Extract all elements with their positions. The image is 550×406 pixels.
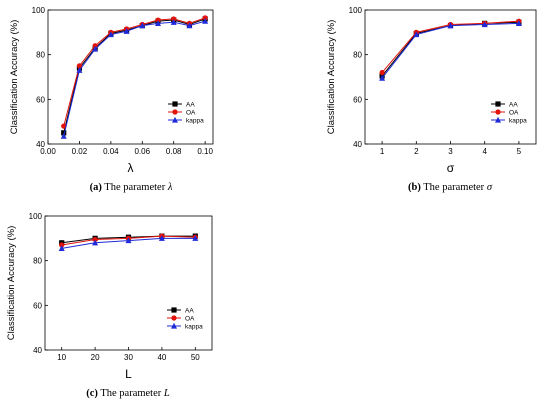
y-tick-label: 80: [353, 51, 362, 60]
panel-caption: (a) The parameter λ: [90, 182, 173, 193]
caption-label: (b): [408, 182, 421, 193]
x-tick-label: 3: [448, 147, 453, 156]
x-axis-label: σ: [447, 161, 455, 175]
x-tick-label: 2: [414, 147, 419, 156]
x-tick-label: 1: [380, 147, 385, 156]
legend-entry-oa: OA: [185, 315, 195, 322]
x-tick-label: 0.10: [197, 147, 213, 156]
legend-entry-kappa: kappa: [509, 117, 527, 124]
legend-entry-kappa: kappa: [185, 323, 203, 330]
legend-entry-oa: OA: [186, 109, 196, 116]
x-tick-label: 40: [157, 353, 166, 362]
panel-caption: (b) The parameter σ: [408, 182, 493, 193]
caption-symbol: λ: [167, 182, 173, 193]
x-tick-label: 50: [191, 353, 200, 362]
caption-label: (a): [90, 182, 103, 193]
series-line-aa: [64, 19, 205, 133]
x-axis-label: λ: [128, 161, 134, 175]
y-tick-label: 40: [33, 346, 42, 355]
x-tick-label: 0.04: [103, 147, 119, 156]
caption-label: (c): [86, 388, 98, 399]
caption-symbol: L: [163, 388, 170, 399]
x-axis-label: L: [125, 367, 132, 381]
series-line-oa: [382, 21, 519, 72]
legend-marker: [172, 101, 177, 106]
legend-entry-oa: OA: [509, 109, 519, 116]
panel-caption: (c) The parameter L: [86, 388, 170, 399]
y-axis-label: Classification Accuracy (%): [9, 20, 20, 135]
caption-symbol: σ: [487, 182, 493, 193]
x-tick-label: 10: [57, 353, 66, 362]
legend-marker: [171, 315, 176, 320]
series-line-kappa: [64, 21, 205, 136]
series-line-oa: [64, 18, 205, 126]
x-tick-label: 30: [124, 353, 133, 362]
y-tick-label: 80: [36, 51, 45, 60]
y-axis-label: Classification Accuracy (%): [6, 226, 17, 341]
legend-marker: [172, 109, 177, 114]
y-tick-label: 100: [29, 212, 43, 221]
y-tick-label: 60: [36, 95, 45, 104]
chart-panel-b: 40 60 80 100 1 2 3 4 5 Classification Accuracy (%…: [326, 6, 536, 193]
legend-entry-kappa: kappa: [186, 117, 204, 124]
x-tick-label: 0.02: [72, 147, 88, 156]
y-axis-label: Classification Accuracy (%): [326, 20, 337, 135]
legend-marker: [495, 109, 500, 114]
legend-marker: [495, 101, 500, 106]
x-tick-label: 4: [482, 147, 487, 156]
y-tick-label: 40: [353, 140, 362, 149]
y-tick-label: 80: [33, 257, 42, 266]
y-tick-label: 100: [32, 6, 46, 15]
caption-text: The parameter: [98, 388, 164, 399]
x-tick-label: 0.00: [40, 147, 56, 156]
y-tick-label: 100: [349, 6, 363, 15]
data-point-oa: [380, 70, 385, 75]
legend-entry-aa: AA: [509, 101, 518, 108]
y-tick-label: 60: [33, 301, 42, 310]
legend-entry-aa: AA: [185, 307, 194, 314]
caption-text: The parameter: [102, 182, 168, 193]
y-tick-label: 60: [353, 95, 362, 104]
chart-panel-a: 40 60 80 100 0.00 0.02 0.04 0.06 0.08 0.10 Classif…: [9, 6, 213, 193]
x-tick-label: 0.06: [134, 147, 150, 156]
legend-marker: [171, 307, 176, 312]
x-tick-label: 5: [517, 147, 522, 156]
legend-entry-aa: AA: [186, 101, 195, 108]
chart-panel-c: 40 60 80 100 10 20 30 40 50 Classification Accura…: [6, 212, 212, 399]
caption-text: The parameter: [421, 182, 487, 193]
x-tick-label: 20: [91, 353, 100, 362]
x-tick-label: 0.08: [166, 147, 182, 156]
